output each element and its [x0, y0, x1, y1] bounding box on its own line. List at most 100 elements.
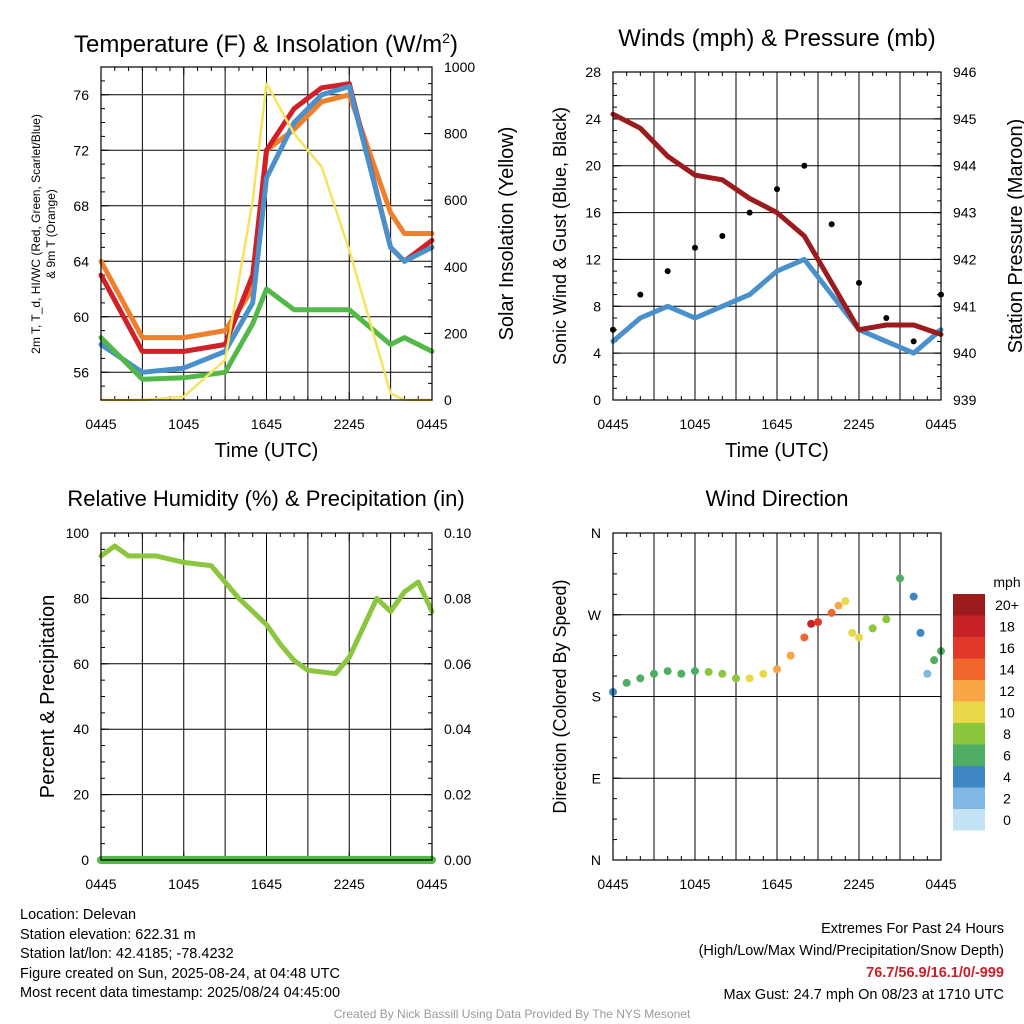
y-right-tick-label: 943 — [953, 205, 977, 221]
direction-point — [745, 674, 754, 683]
x-axis-label: Time (UTC) — [725, 440, 829, 462]
colorbar-label: 18 — [999, 619, 1015, 635]
direction-point — [800, 633, 809, 642]
colorbar-label: 10 — [999, 705, 1015, 721]
created-text: Figure created on Sun, 2025-08-24, at 04… — [20, 965, 340, 982]
direction-point — [677, 669, 686, 678]
gust-point — [774, 186, 780, 193]
y-tick-label: 80 — [73, 590, 89, 606]
chart-title: Relative Humidity (%) & Precipitation (i… — [67, 486, 464, 511]
extremes-values: 76.7/56.9/16.1/0/-999 — [866, 965, 1004, 981]
wind-direction-panel: Wind Direction 0445 1045 1645 2245 0445 N E S W N D… — [550, 486, 957, 892]
direction-point — [718, 669, 727, 678]
y-right-axis-label: Station Pressure (Maroon) — [1005, 119, 1024, 354]
plot-frame — [100, 66, 433, 401]
gust-point — [856, 279, 862, 286]
y-tick-label: 16 — [585, 205, 601, 221]
max-gust-text: Max Gust: 24.7 mph On 08/23 at 1710 UTC — [723, 987, 1004, 1003]
humidity-panel: Relative Humidity (%) & Precipitation (i… — [37, 486, 471, 892]
y-right-tick-label: 0.00 — [444, 852, 471, 868]
station-info: Location: Delevan Station elevation: 622… — [20, 906, 340, 1004]
y-right-tick-label: 0.08 — [444, 590, 471, 606]
y-axis-label: & 9m T (Orange) — [44, 189, 58, 279]
y-tick-label: 64 — [73, 253, 89, 269]
colorbar-unit-label: mph — [993, 574, 1020, 590]
x-tick-label: 1645 — [251, 876, 282, 892]
direction-point — [636, 674, 645, 683]
x-tick-label: 2245 — [843, 876, 874, 892]
y-right-tick-label: 942 — [953, 251, 977, 267]
direction-point — [930, 656, 939, 665]
y-right-tick-label: 940 — [953, 345, 977, 361]
colorbar-swatch — [953, 680, 985, 702]
colorbar-label: 20+ — [995, 597, 1019, 613]
y-right-tick-label: 400 — [444, 259, 468, 275]
x-tick-label: 1645 — [251, 416, 282, 432]
speed-colorbar: mph 20+ 18 16 14 12 10 8 6 4 2 0 — [953, 574, 1021, 831]
extremes-subtitle: (High/Low/Max Wind/Precipitation/Snow De… — [698, 943, 1004, 959]
temperature-panel: Temperature (F) & Insolation (W/m2) 0445 1… — [29, 30, 518, 462]
elevation-text: Station elevation: 622.31 m — [20, 926, 196, 943]
x-tick-label: 0445 — [925, 416, 956, 432]
series-line — [610, 111, 944, 337]
colorbar-swatch — [953, 658, 985, 680]
direction-point — [786, 651, 795, 660]
plot-frame — [100, 532, 433, 861]
y-right-tick-label: 941 — [953, 298, 977, 314]
y-right-tick-label: 945 — [953, 111, 977, 127]
chart-title: Wind Direction — [705, 486, 848, 511]
gust-point — [637, 291, 644, 298]
colorbar-label: 2 — [1003, 791, 1011, 807]
colorbar-label: 16 — [999, 640, 1015, 656]
latlon-text: Station lat/lon: 42.4185; -78.4232 — [20, 946, 234, 962]
direction-point — [868, 624, 877, 633]
y-tick-label: 24 — [585, 111, 601, 127]
y-tick-label: W — [588, 607, 602, 623]
x-tick-label: 1045 — [168, 416, 199, 432]
y-tick-label: E — [592, 770, 601, 786]
direction-point — [807, 619, 816, 628]
direction-point — [773, 665, 781, 674]
series-line — [98, 543, 435, 677]
x-tick-label: 1645 — [761, 416, 792, 432]
colorbar-label: 8 — [1003, 726, 1011, 742]
colorbar-swatch — [953, 637, 985, 659]
series-line — [99, 82, 434, 402]
x-tick-label: 0445 — [597, 876, 628, 892]
y-right-tick-label: 0.02 — [444, 787, 471, 803]
y-right-tick-label: 0.10 — [444, 525, 471, 541]
y-tick-label: 20 — [73, 787, 89, 803]
colorbar-swatch — [953, 594, 985, 616]
y-tick-label: 28 — [585, 64, 601, 80]
extremes-title: Extremes For Past 24 Hours — [821, 921, 1004, 937]
direction-point — [834, 601, 843, 610]
y-right-axis-label: Solar Insolation (Yellow) — [496, 127, 518, 341]
y-tick-label: 100 — [66, 525, 90, 541]
direction-point — [909, 592, 918, 601]
title-close-paren: ) — [450, 31, 458, 58]
y-right-tick-label: 939 — [953, 392, 977, 408]
x-tick-label: 2245 — [843, 416, 874, 432]
x-tick-label: 0445 — [925, 876, 956, 892]
series-line — [98, 92, 435, 341]
y-axis-label: Sonic Wind & Gust (Blue, Black) — [550, 107, 570, 365]
x-tick-label: 0445 — [85, 876, 116, 892]
direction-point — [841, 597, 850, 606]
y-tick-label: N — [591, 525, 601, 541]
y-right-tick-label: 946 — [953, 64, 977, 80]
x-tick-label: 1045 — [679, 876, 710, 892]
x-tick-label: 2245 — [334, 876, 365, 892]
colorbar-label: 0 — [1003, 812, 1011, 828]
plot-frame — [612, 71, 942, 401]
colorbar-swatch — [953, 723, 985, 745]
series-line — [610, 256, 944, 356]
chart-title: Winds (mph) & Pressure (mb) — [618, 25, 935, 52]
direction-point — [923, 669, 932, 678]
y-right-tick-label: 0.04 — [444, 721, 471, 737]
gust-point — [719, 233, 726, 239]
y-tick-label: 76 — [73, 87, 89, 103]
gust-point — [910, 338, 917, 345]
direction-point — [882, 615, 891, 624]
series-line — [98, 83, 435, 375]
